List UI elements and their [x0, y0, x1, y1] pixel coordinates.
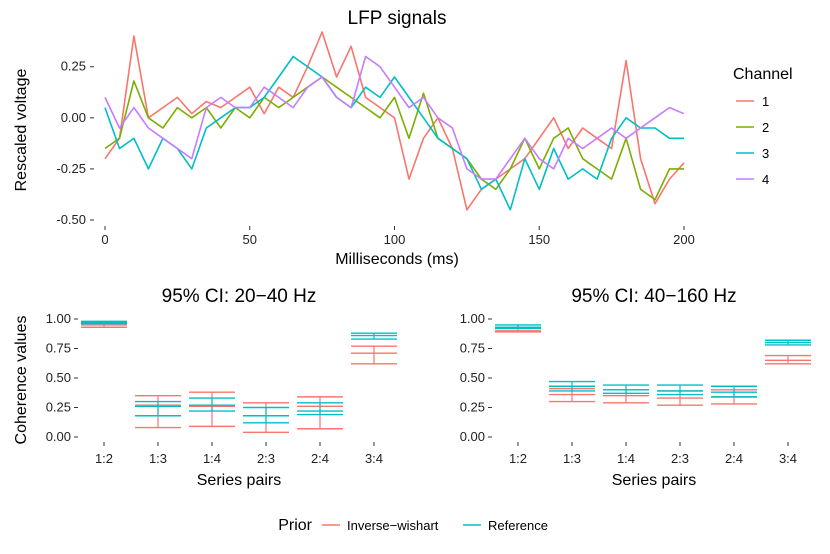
- ci-40-160-errorbar: [549, 380, 595, 392]
- ci-40-160-ytick-label: 0.50: [460, 370, 485, 385]
- lfp-xtick-label: 50: [243, 232, 257, 247]
- ci-40-160-errorbar: [603, 384, 649, 395]
- ci-20-40-panel: 95% CI: 20−40 Hz Series pairs Coherence …: [13, 286, 397, 489]
- lfp-axes: 0 50 100 150 200 0.25 0.00 -0.25 -0.50: [56, 59, 694, 247]
- lfp-xtick-label: 150: [528, 232, 550, 247]
- lfp-panel: LFP signals Milliseconds (ms) Rescaled v…: [13, 8, 793, 268]
- lfp-ytick-label: -0.25: [56, 161, 86, 176]
- lfp-series-2: [104, 76, 684, 201]
- ci-40-160-xtick-label: 1:2: [509, 451, 527, 466]
- ci-20-40-ylabel: Coherence values: [13, 316, 30, 445]
- channel-legend-label-2: 2: [762, 120, 769, 135]
- ci-40-160-errorbar: [765, 339, 811, 346]
- ci-20-40-errorbars: [81, 320, 397, 433]
- ci-40-160-errorbar: [657, 384, 703, 396]
- prior-legend: Prior Inverse−wishart Reference: [278, 517, 548, 534]
- lfp-xtick-label: 0: [101, 232, 108, 247]
- ci-40-160-xtick-label: 1:4: [617, 451, 635, 466]
- lfp-series-3: [104, 55, 684, 211]
- lfp-title: LFP signals: [348, 8, 447, 29]
- ci-20-40-errorbar: [243, 406, 289, 424]
- ci-20-40-ytick-label: 0.25: [46, 400, 71, 415]
- ci-20-40-errorbar: [135, 400, 181, 417]
- ci-20-40-xtick-label: 1:2: [95, 451, 113, 466]
- ci-40-160-xtick-label: 2:4: [725, 451, 743, 466]
- lfp-ytick-label: 0.25: [61, 59, 86, 74]
- lfp-series-4: [104, 55, 685, 180]
- channel-legend-label-4: 4: [762, 172, 769, 187]
- lfp-xlabel: Milliseconds (ms): [335, 251, 459, 268]
- ci-20-40-ytick-label: 0.75: [46, 341, 71, 356]
- ci-20-40-xtick-label: 2:4: [311, 451, 329, 466]
- ci-20-40-xtick-label: 1:3: [149, 451, 167, 466]
- ci-40-160-xtick-label: 2:3: [671, 451, 689, 466]
- lfp-ytick-label: 0.00: [61, 110, 86, 125]
- lfp-ytick-label: -0.50: [56, 212, 86, 227]
- ci-20-40-ytick-label: 0.00: [46, 429, 71, 444]
- ci-20-40-errorbar: [351, 332, 397, 340]
- ci-40-160-errorbar: [495, 324, 541, 330]
- ci-20-40-axes: 1.00 0.75 0.50 0.25 0.00 1:2 1:3 1:4 2:3 2:4 3:4: [46, 311, 383, 466]
- channel-legend-label-1: 1: [762, 94, 769, 109]
- ci-20-40-errorbar: [189, 397, 235, 412]
- prior-legend-title: Prior: [278, 517, 312, 534]
- channel-legend: Channel 1 2 3 4: [733, 66, 793, 187]
- prior-legend-label-0: Inverse−wishart: [347, 518, 439, 533]
- lfp-lines: [104, 31, 685, 211]
- lfp-xtick-label: 200: [673, 232, 695, 247]
- ci-40-160-panel: 95% CI: 40−160 Hz Series pairs 1.00 0.75 0…: [460, 286, 811, 489]
- ci-40-160-ytick-label: 0.75: [460, 341, 485, 356]
- ci-20-40-errorbar: [81, 320, 127, 325]
- channel-legend-title: Channel: [733, 66, 793, 83]
- ci-20-40-errorbar: [351, 345, 397, 365]
- ci-40-160-ytick-label: 0.25: [460, 400, 485, 415]
- ci-20-40-xtick-label: 2:3: [257, 451, 275, 466]
- ci-40-160-errorbar: [711, 385, 757, 398]
- ci-40-160-xtick-label: 1:3: [563, 451, 581, 466]
- ci-20-40-errorbar: [297, 402, 343, 416]
- ci-40-160-ytick-label: 1.00: [460, 311, 485, 326]
- ci-40-160-axes: 1.00 0.75 0.50 0.25 0.00 1:2 1:3 1:4 2:3 2:4 3:4: [460, 311, 797, 466]
- lfp-ylabel: Rescaled voltage: [13, 69, 30, 192]
- prior-legend-label-1: Reference: [488, 518, 548, 533]
- ci-20-40-xlabel: Series pairs: [197, 472, 281, 489]
- ci-20-40-xtick-label: 1:4: [203, 451, 221, 466]
- ci-40-160-errorbar: [765, 354, 811, 365]
- channel-legend-label-3: 3: [762, 146, 769, 161]
- ci-20-40-xtick-label: 3:4: [365, 451, 383, 466]
- ci-40-160-xtick-label: 3:4: [779, 451, 797, 466]
- ci-40-160-ytick-label: 0.00: [460, 429, 485, 444]
- ci-40-160-title: 95% CI: 40−160 Hz: [571, 286, 736, 307]
- ci-20-40-ytick-label: 1.00: [46, 311, 71, 326]
- ci-40-160-xlabel: Series pairs: [612, 472, 696, 489]
- ci-20-40-title: 95% CI: 20−40 Hz: [162, 286, 317, 307]
- lfp-series-1: [104, 31, 685, 211]
- ci-40-160-errorbars: [495, 324, 811, 406]
- ci-20-40-ytick-label: 0.50: [46, 370, 71, 385]
- lfp-xtick-label: 100: [384, 232, 406, 247]
